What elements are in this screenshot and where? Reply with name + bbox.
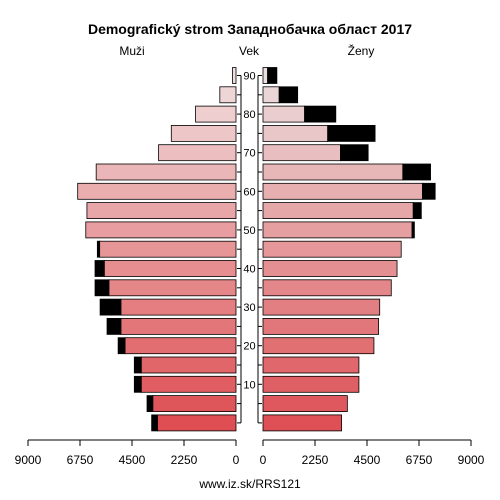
source-label[interactable]: www.iz.sk/RRS121 (198, 477, 301, 491)
female-bar (262, 221, 413, 239)
male-bar (195, 105, 237, 123)
female-bar (262, 260, 398, 277)
bars-layer (77, 67, 436, 432)
male-bar (124, 337, 237, 355)
female-bar (262, 86, 280, 104)
male-surplus-bar (99, 298, 122, 316)
female-surplus-bar (411, 221, 415, 239)
male-bar (95, 163, 237, 181)
axes-layer: 10 20 30 40 50 60 70 80 90 9000 9000 6750 6750 4500 45… (15, 71, 485, 468)
age-tick-label: 60 (243, 186, 255, 198)
male-bar (120, 298, 237, 316)
female-bar (262, 395, 348, 413)
male-surplus-bar (117, 337, 126, 355)
female-bar (262, 105, 305, 123)
male-x-tick-label: 6750 (67, 453, 94, 467)
male-label: Muži (119, 44, 144, 58)
female-label: Ženy (348, 43, 375, 58)
female-bar (262, 240, 402, 258)
female-surplus-bar (422, 182, 436, 200)
age-tick-label: 20 (243, 341, 255, 353)
male-surplus-bar (133, 356, 142, 374)
male-bar (77, 182, 237, 200)
male-surplus-bar (133, 375, 142, 393)
female-surplus-bar (304, 105, 337, 123)
male-bar (219, 86, 237, 104)
male-bar (120, 317, 237, 335)
female-x-tick-label: 2250 (302, 453, 329, 467)
male-surplus-bar (106, 317, 122, 335)
age-tick-label: 40 (243, 264, 255, 276)
female-bar (262, 67, 269, 84)
male-surplus-bar (94, 279, 110, 297)
male-bar (99, 240, 237, 258)
male-bar (152, 395, 237, 413)
female-bar (262, 317, 379, 335)
male-bar (86, 202, 237, 220)
male-x-tick-label: 0 (233, 453, 240, 467)
female-bar (262, 144, 341, 162)
male-x-tick-label: 4500 (119, 453, 146, 467)
male-bar (85, 221, 237, 239)
female-bar (262, 356, 360, 374)
female-surplus-bar (327, 125, 376, 142)
male-bar (140, 356, 237, 374)
age-tick-label: 50 (243, 225, 255, 237)
male-surplus-bar (146, 395, 154, 413)
female-bar (262, 414, 342, 432)
female-bar (262, 298, 381, 316)
male-bar (140, 375, 237, 393)
male-surplus-bar (151, 414, 158, 432)
male-bar (232, 67, 237, 84)
female-x-tick-label: 9000 (458, 453, 485, 467)
female-bar (262, 202, 414, 220)
female-surplus-bar (267, 67, 278, 84)
male-bar (108, 279, 237, 297)
age-tick-label: 70 (243, 148, 255, 160)
male-surplus-bar (96, 240, 101, 258)
age-tick-label: 90 (243, 71, 255, 83)
female-bar (262, 279, 392, 297)
female-bar (262, 163, 404, 181)
female-bar (262, 375, 360, 393)
female-surplus-bar (402, 163, 431, 181)
female-x-tick-label: 0 (260, 453, 267, 467)
female-x-tick-label: 6750 (406, 453, 433, 467)
female-surplus-bar (278, 86, 299, 104)
male-surplus-bar (94, 260, 105, 277)
chart-title: Demografický strom Западнобачка област 2… (88, 21, 412, 37)
female-bar (262, 182, 423, 200)
age-tick-label: 10 (243, 379, 255, 391)
female-surplus-bar (340, 144, 369, 162)
age-tick-label: 30 (243, 302, 255, 314)
male-x-tick-label: 9000 (15, 453, 42, 467)
age-tick-label: 80 (243, 109, 255, 121)
male-x-tick-label: 2250 (171, 453, 198, 467)
male-bar (103, 260, 237, 277)
male-bar (157, 414, 237, 432)
male-bar (170, 125, 237, 142)
female-bar (262, 125, 329, 142)
female-x-tick-label: 4500 (354, 453, 381, 467)
male-bar (158, 144, 237, 162)
female-surplus-bar (412, 202, 422, 220)
female-bar (262, 337, 375, 355)
age-label: Vek (239, 44, 260, 58)
